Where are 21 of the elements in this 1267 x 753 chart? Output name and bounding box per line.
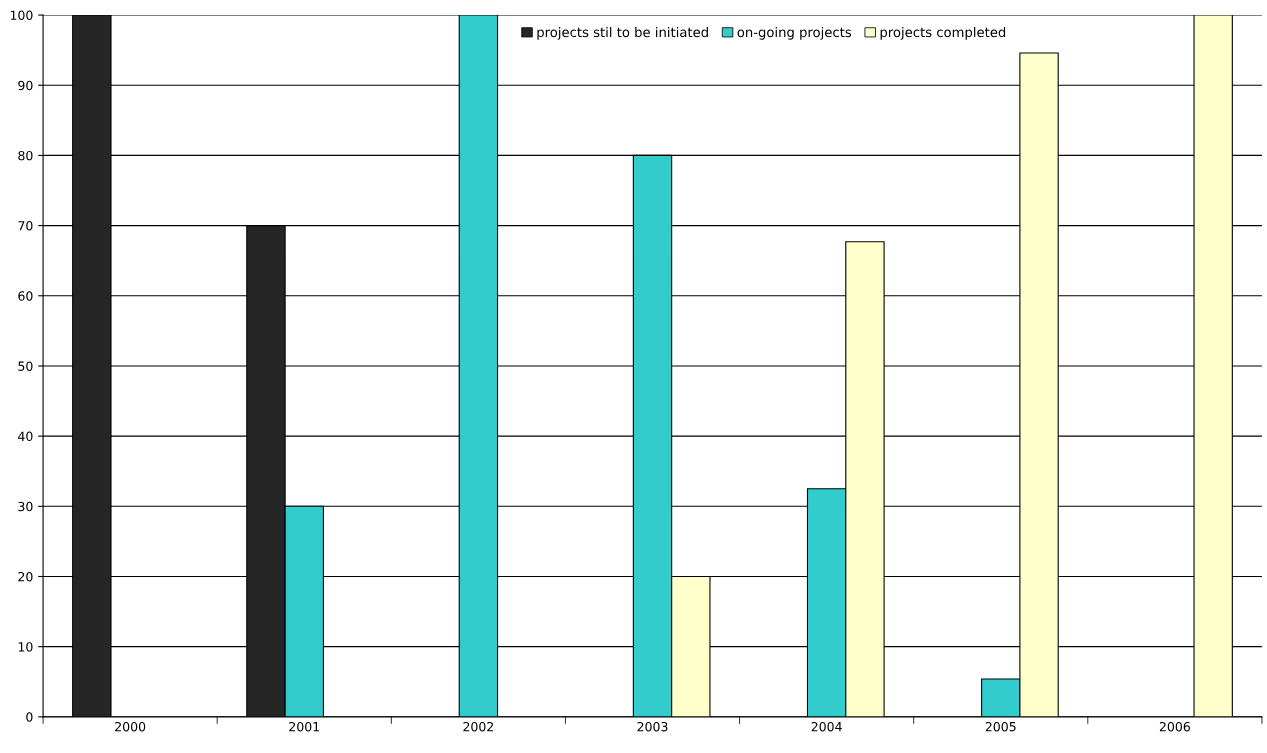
x-tick-label: 2001 [289,721,320,732]
y-tick-label: 100 [10,10,33,20]
y-tick-label: 90 [18,80,33,91]
y-tick-label: 50 [18,361,33,371]
y-tick-label: 30 [18,501,33,512]
y-tick-label: 0 [26,712,33,722]
y-tick-label: 20 [18,571,33,582]
legend-label: projects completed [880,26,1006,40]
legend-label: on-going projects [737,26,852,40]
x-tick-label: 2002 [463,721,494,732]
y-tick-label: 40 [18,431,33,442]
x-tick-label: 2006 [1159,721,1190,732]
x-tick-label: 2005 [985,721,1016,732]
y-tick-label: 70 [18,221,33,231]
x-tick-label: 2004 [811,721,842,732]
x-tick-label: 2000 [115,721,146,732]
y-tick-label: 10 [18,642,33,652]
legend-label: projects stil to be initiated [537,26,708,40]
y-tick-label: 80 [18,150,33,161]
y-tick-label: 60 [18,291,33,301]
x-tick-label: 2003 [637,721,668,732]
